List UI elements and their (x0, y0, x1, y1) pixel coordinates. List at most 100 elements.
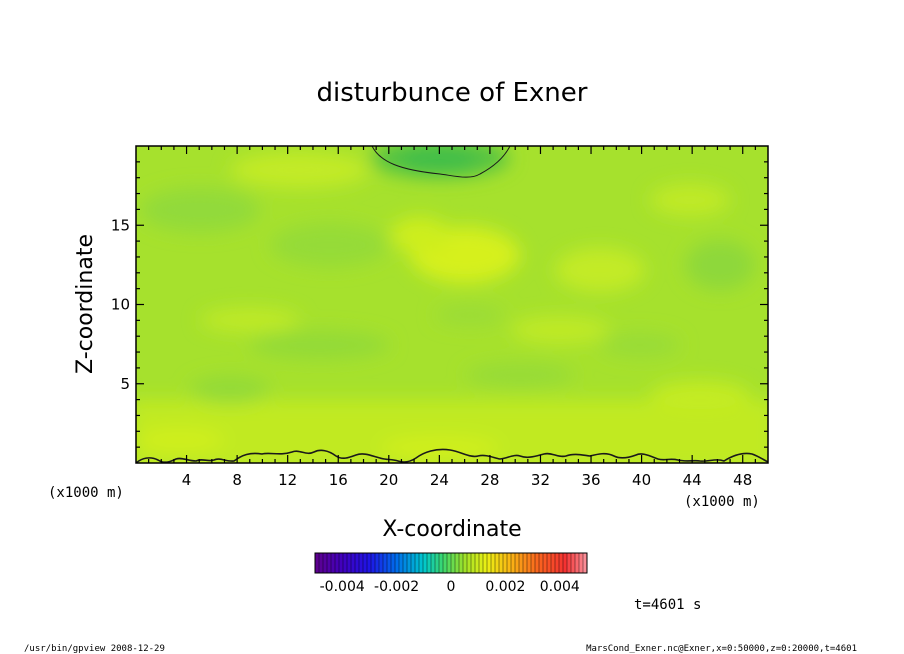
colorbar-cell (503, 553, 508, 573)
colorbar-cell (379, 553, 384, 573)
colorbar-frame (314, 552, 588, 574)
contour-bottom (136, 448, 768, 463)
x-axis-label: X-coordinate (382, 517, 521, 542)
colorbar-tick-label: -0.002 (374, 579, 419, 595)
colorbar-cell (327, 553, 332, 573)
colorbar-cell (343, 553, 348, 573)
colorbar-cell (407, 553, 412, 573)
x-unit-right: (x1000 m) (684, 494, 760, 510)
colorbar-cell (459, 553, 464, 573)
colorbar-cell (319, 553, 324, 573)
colorbar-cell (435, 553, 440, 573)
footer-right: MarsCond_Exner.nc@Exner,x=0:50000,z=0:20… (586, 644, 857, 654)
colorbar-cell (387, 553, 392, 573)
x-unit-left: (x1000 m) (48, 485, 124, 501)
colorbar-cell (495, 553, 500, 573)
x-tick-label: 44 (683, 471, 702, 489)
x-tick-label: 40 (632, 471, 651, 489)
colorbar-cell (375, 553, 380, 573)
colorbar-cell (439, 553, 444, 573)
x-tick-label: 4 (182, 471, 192, 489)
colorbar-cell (359, 553, 364, 573)
colorbar-cell (351, 553, 356, 573)
colorbar-cell (415, 553, 420, 573)
colorbar-cell (431, 553, 436, 573)
x-tick-label: 24 (430, 471, 449, 489)
colorbar-tick-label: 0 (447, 579, 456, 595)
colorbar-cell (551, 553, 556, 573)
x-tick-label: 8 (232, 471, 242, 489)
colorbar-cell (427, 553, 432, 573)
colorbar-cell (523, 553, 528, 573)
footer-left: /usr/bin/gpview 2008-12-29 (24, 644, 165, 654)
colorbar-cell (491, 553, 496, 573)
colorbar-cell (363, 553, 368, 573)
colorbar-cell (475, 553, 480, 573)
y-tick-label: 10 (111, 296, 130, 314)
colorbar-cell (323, 553, 328, 573)
colorbar-cell (367, 553, 372, 573)
colorbar-cell (411, 553, 416, 573)
colorbar-cell (471, 553, 476, 573)
colorbar-cell (399, 553, 404, 573)
colorbar-cell (395, 553, 400, 573)
colorbar-cell (487, 553, 492, 573)
colorbar-cell (403, 553, 408, 573)
x-tick-label: 28 (480, 471, 499, 489)
x-tick-label: 48 (733, 471, 752, 489)
colorbar-cell (339, 553, 344, 573)
colorbar-cell (371, 553, 376, 573)
contour-top (371, 146, 511, 178)
colorbar-cell (539, 553, 544, 573)
colorbar-cell (515, 553, 520, 573)
colorbar-cell (483, 553, 488, 573)
colorbar-cell (331, 553, 336, 573)
colorbar-tick-label: -0.004 (320, 579, 365, 595)
x-tick-label: 36 (581, 471, 600, 489)
colorbar-cell (555, 553, 560, 573)
colorbar: -0.004 -0.002 0 0.002 0.004 (314, 552, 588, 595)
colorbar-cell (583, 553, 588, 573)
colorbar-cell (535, 553, 540, 573)
colorbar-cell (547, 553, 552, 573)
heatmap-field (136, 146, 768, 463)
chart-title: disturbunce of Exner (317, 78, 588, 108)
colorbar-cell (567, 553, 572, 573)
x-tick-label: 20 (379, 471, 398, 489)
x-tick-label: 32 (531, 471, 550, 489)
colorbar-cell (467, 553, 472, 573)
x-tick-label: 12 (278, 471, 297, 489)
colorbar-cell (347, 553, 352, 573)
colorbar-cell (511, 553, 516, 573)
colorbar-cell (355, 553, 360, 573)
colorbar-cell (531, 553, 536, 573)
colorbar-cell (579, 553, 584, 573)
colorbar-cell (543, 553, 548, 573)
colorbar-cell (383, 553, 388, 573)
colorbar-cell (443, 553, 448, 573)
x-tick-label: 16 (329, 471, 348, 489)
colorbar-cell (571, 553, 576, 573)
y-tick-label: 15 (111, 216, 130, 234)
colorbar-cell (455, 553, 460, 573)
colorbar-tick-label: 0.004 (540, 579, 580, 595)
y-axis-label: Z-coordinate (73, 234, 98, 374)
colorbar-cell (315, 553, 320, 573)
colorbar-cell (479, 553, 484, 573)
colorbar-cell (335, 553, 340, 573)
colorbar-cell (419, 553, 424, 573)
colorbar-cell (447, 553, 452, 573)
colorbar-cell (423, 553, 428, 573)
colorbar-cell (507, 553, 512, 573)
colorbar-cell (527, 553, 532, 573)
colorbar-cell (391, 553, 396, 573)
colorbar-cell (499, 553, 504, 573)
colorbar-cell (519, 553, 524, 573)
colorbar-cell (575, 553, 580, 573)
colorbar-cell (559, 553, 564, 573)
colorbar-tick-label: 0.002 (485, 579, 525, 595)
colorbar-cell (563, 553, 568, 573)
colorbar-cell (463, 553, 468, 573)
